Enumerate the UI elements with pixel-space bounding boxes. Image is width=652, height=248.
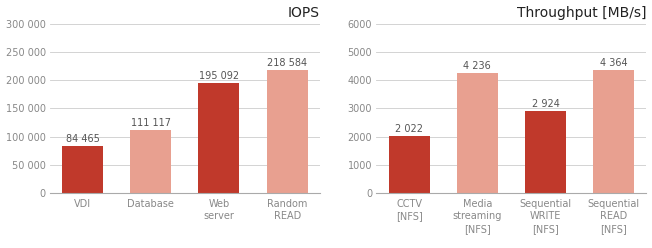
Text: 84 465: 84 465 <box>66 134 100 144</box>
Text: 4 364: 4 364 <box>600 58 627 68</box>
Bar <box>130 130 171 193</box>
Text: 2 924: 2 924 <box>531 99 559 109</box>
Text: 2 022: 2 022 <box>395 124 423 134</box>
Text: 4 236: 4 236 <box>464 62 491 71</box>
Bar <box>457 73 497 193</box>
Bar <box>593 70 634 193</box>
Bar <box>389 136 430 193</box>
Text: Throughput [MB/s]: Throughput [MB/s] <box>517 5 646 20</box>
Text: IOPS: IOPS <box>288 5 320 20</box>
Bar <box>525 111 566 193</box>
Text: 111 117: 111 117 <box>131 119 171 128</box>
Bar <box>267 70 308 193</box>
Bar <box>62 146 103 193</box>
Text: 218 584: 218 584 <box>267 58 307 68</box>
Text: 195 092: 195 092 <box>199 71 239 81</box>
Bar <box>198 83 239 193</box>
